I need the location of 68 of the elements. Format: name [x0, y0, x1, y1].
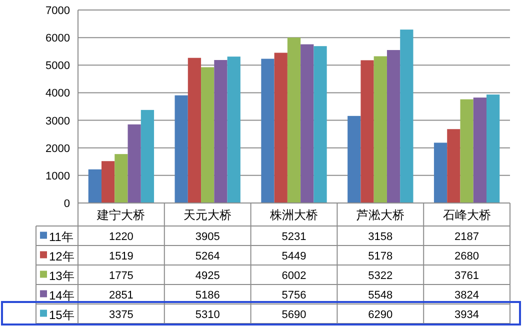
data-label: 3905	[195, 230, 220, 243]
data-label: 3824	[454, 289, 480, 302]
data-label: 1775	[108, 270, 134, 282]
x-tick-label: 石峰大桥	[442, 208, 491, 222]
bar	[174, 95, 188, 203]
bar	[201, 67, 214, 203]
bar	[400, 30, 414, 203]
data-label: 4925	[195, 270, 220, 282]
y-tick-label: 4000	[46, 88, 70, 100]
bar	[386, 50, 400, 203]
bar	[214, 60, 228, 203]
data-label: 3158	[368, 230, 393, 243]
bar	[188, 58, 202, 203]
x-tick-label: 天元大桥	[184, 208, 232, 222]
y-tick-label: 3000	[46, 115, 70, 128]
x-tick-label: 株洲大桥	[269, 208, 318, 222]
data-label: 2851	[108, 289, 134, 302]
data-label: 1220	[108, 230, 134, 243]
data-label: 5322	[368, 270, 393, 282]
data-label: 2680	[454, 250, 480, 262]
legend-label: 14年	[49, 288, 74, 302]
bar	[314, 46, 327, 203]
data-label: 6290	[368, 308, 393, 321]
data-label: 6002	[282, 270, 306, 282]
bar	[114, 154, 128, 203]
legend-label: 12年	[49, 249, 74, 264]
x-tick-label: 芦淞大桥	[356, 208, 404, 222]
data-label: 5690	[282, 308, 306, 321]
data-label: 3934	[454, 308, 480, 321]
data-label: 2187	[454, 230, 480, 243]
bar	[374, 56, 387, 203]
data-label: 5756	[282, 289, 306, 302]
bar	[227, 56, 240, 203]
y-tick-label: 1000	[46, 170, 70, 182]
bar	[88, 169, 102, 203]
bar	[486, 94, 500, 203]
data-label: 5264	[195, 250, 220, 262]
data-label: 5231	[282, 230, 306, 243]
bar	[434, 142, 448, 203]
bar	[274, 52, 288, 203]
bar	[460, 99, 474, 203]
data-label: 3761	[454, 270, 480, 282]
y-tick-label: 5000	[46, 60, 70, 72]
data-label: 5310	[195, 308, 220, 321]
data-label: 5449	[282, 250, 306, 262]
bar	[140, 110, 154, 203]
bar	[447, 129, 460, 203]
bar	[261, 58, 274, 203]
data-label: 3375	[108, 308, 134, 321]
data-label: 5548	[368, 289, 393, 302]
bar	[348, 116, 361, 203]
data-label: 1519	[108, 250, 134, 262]
legend-label: 11年	[49, 230, 74, 244]
legend-label: 13年	[49, 268, 74, 283]
x-tick-label: 建宁大桥	[96, 208, 146, 222]
bar	[300, 44, 314, 203]
bar	[360, 60, 374, 203]
legend-label: 15年	[49, 308, 74, 322]
y-tick-label: 6000	[46, 32, 70, 45]
bar	[128, 124, 141, 203]
y-tick-label: 2000	[46, 142, 70, 155]
y-tick-label: 7000	[46, 5, 70, 17]
bar	[287, 38, 301, 203]
data-label: 5178	[368, 250, 393, 262]
bar	[473, 98, 486, 203]
y-tick-label: 0	[64, 198, 70, 210]
bar	[102, 161, 115, 203]
data-label: 5186	[195, 289, 220, 302]
